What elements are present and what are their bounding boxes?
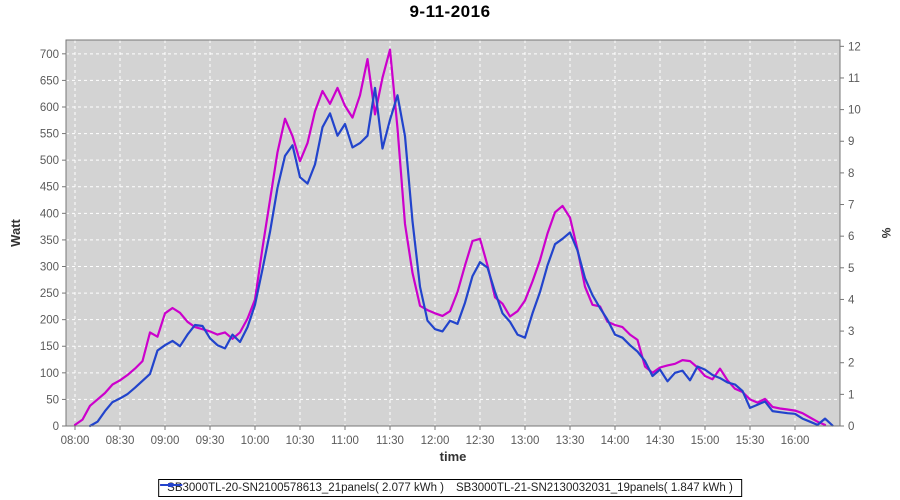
bottom-tick-label: 10:00 (241, 435, 270, 447)
left-tick-label: 700 (40, 49, 59, 61)
left-axis-label: Watt (8, 218, 23, 246)
bottom-tick-label: 14:00 (601, 435, 630, 447)
bottom-tick-label: 13:00 (511, 435, 540, 447)
left-tick-label: 200 (40, 315, 59, 327)
right-axis-label: % (879, 228, 893, 239)
legend-swatch-line-icon (160, 483, 183, 487)
right-tick-label: 4 (848, 294, 855, 306)
right-tick-label: 6 (848, 231, 854, 243)
left-tick-label: 100 (40, 368, 59, 380)
bottom-tick-label: 08:30 (106, 435, 135, 447)
bottom-tick-label: 12:00 (421, 435, 450, 447)
horizontal-gridlines (66, 53, 840, 400)
series-path-2 (88, 86, 834, 428)
left-tick-label: 600 (40, 102, 59, 114)
chart-title: 9-11-2016 (409, 2, 491, 21)
right-tick-label: 8 (848, 168, 854, 180)
bottom-tick-label: 15:00 (691, 435, 720, 447)
plot-area (66, 40, 840, 426)
bottom-tick-label: 08:00 (61, 435, 90, 447)
left-tick-label: 650 (40, 75, 59, 87)
left-tick-label: 150 (40, 341, 59, 353)
bottom-tick-label: 16:00 (781, 435, 810, 447)
bottom-tick-label: 11:30 (376, 435, 404, 447)
bottom-tick-label: 12:30 (466, 435, 495, 447)
bottom-axis-label: time (440, 449, 467, 464)
right-tick-label: 5 (848, 263, 854, 275)
left-tick-label: 500 (40, 155, 59, 167)
bottom-tick-label: 15:30 (736, 435, 765, 447)
bottom-tick-label: 09:00 (151, 435, 180, 447)
legend-label-series2: SB3000TL-21-SN2130032031_19panels( 1.847… (456, 482, 733, 494)
legend-label-series1: SB3000TL-20-SN2100578613_21panels( 2.077… (167, 482, 444, 494)
bottom-tick-label: 14:30 (646, 435, 675, 447)
series-path-1 (73, 48, 827, 426)
left-tick-label: 350 (40, 235, 59, 247)
left-tick-label: 400 (40, 208, 59, 220)
right-tick-label: 12 (848, 41, 861, 53)
right-tick-label: 10 (848, 105, 861, 117)
left-tick-label: 300 (40, 261, 59, 273)
bottom-tick-label: 13:30 (556, 435, 585, 447)
right-tick-label: 9 (848, 136, 854, 148)
right-tick-label: 2 (848, 358, 854, 370)
right-tick-label: 7 (848, 200, 854, 212)
legend-entry-series2: SB3000TL-21-SN2130032031_19panels( 1.847… (160, 482, 733, 494)
right-tick-label: 11 (848, 73, 860, 85)
bottom-tick-label: 09:30 (196, 435, 225, 447)
bottom-tick-label: 11:00 (331, 435, 359, 447)
right-tick-label: 3 (848, 326, 854, 338)
left-tick-label: 450 (40, 182, 59, 194)
series-line-2 (88, 86, 834, 428)
left-tick-label: 50 (46, 394, 59, 406)
right-tick-label: 1 (848, 389, 854, 401)
left-tick-label: 0 (53, 421, 59, 433)
left-tick-label: 250 (40, 288, 59, 300)
series-line-1 (73, 48, 827, 426)
axis-tick-labels: 0501001502002503003504004505005506006507… (40, 41, 861, 447)
legend: SB3000TL-20-SN2100578613_21panels( 2.077… (158, 479, 742, 497)
left-tick-label: 550 (40, 129, 59, 141)
plot-frame (65, 39, 841, 427)
bottom-tick-label: 10:30 (286, 435, 315, 447)
legend-entry-series1: SB3000TL-20-SN2100578613_21panels( 2.077… (160, 482, 444, 494)
right-tick-label: 0 (848, 421, 854, 433)
axis-ticks (62, 45, 844, 430)
